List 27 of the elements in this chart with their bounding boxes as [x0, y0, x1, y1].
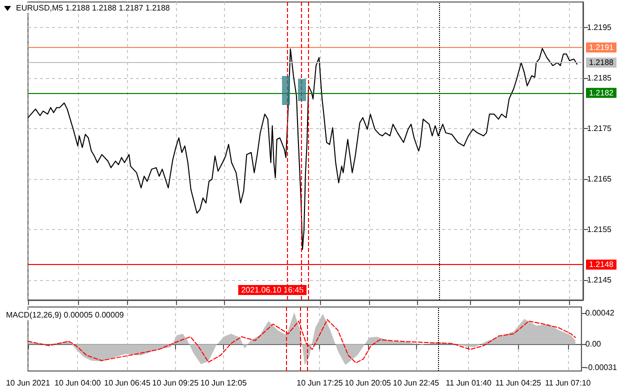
y-tick-label: 0.00042	[585, 308, 615, 318]
y-tick-label: 1.2195	[587, 22, 612, 32]
y-tick-label: 0.00	[585, 340, 602, 349]
x-tick-label: 10 Jun 06:45	[104, 378, 151, 388]
ref-line-label: 1.2188	[589, 58, 614, 68]
x-tick-label: 10 Jun 09:25	[152, 378, 200, 388]
x-tick-label: 10 Jun 20:05	[344, 378, 392, 388]
chart-title: EURUSD,M5 1.2188 1.2188 1.2187 1.2188	[16, 4, 170, 12]
x-tick-label: 10 Jun 22:45	[392, 378, 440, 388]
ref-line-label: 1.2148	[589, 260, 614, 270]
ref-line-label: 1.2191	[589, 42, 614, 52]
x-tick-label: 11 Jun 01:40	[446, 378, 492, 388]
y-tick-label: -0.00031	[585, 362, 618, 372]
ref-line-label: 1.2182	[589, 88, 614, 98]
x-tick-label: 10 Jun 12:05	[200, 378, 248, 388]
y-tick-label: 1.2175	[587, 124, 612, 133]
y-tick-label: 1.2185	[587, 73, 612, 82]
x-tick-label: 10 Jun 04:00	[54, 378, 102, 388]
chart-title: MACD(12,26,9) 0.00005 0.00009	[6, 310, 124, 320]
x-tick-label: 10 Jun 2021	[6, 378, 51, 388]
y-tick-label: 1.2165	[587, 174, 612, 184]
x-tick-label: 10 Jun 17:25	[296, 378, 344, 388]
x-tick-label: 11 Jun 07:10	[545, 378, 592, 388]
y-tick-label: 1.2155	[587, 224, 612, 234]
ref-line-label: 2021.06.10 16:45	[241, 286, 304, 294]
x-tick-label: 11 Jun 04:25	[495, 378, 542, 388]
y-tick-label: 1.2145	[587, 275, 612, 284]
